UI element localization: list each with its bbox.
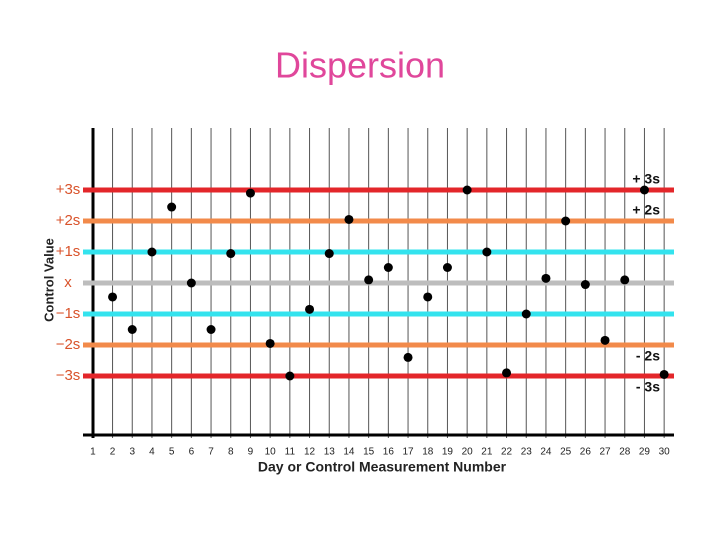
y-tick-label: +3s xyxy=(56,181,81,198)
control-line-label: - 2s xyxy=(636,348,660,364)
y-tick-label: −3s xyxy=(56,367,81,384)
point xyxy=(521,309,531,319)
x-tick-label: 20 xyxy=(462,447,474,458)
x-tick-label: 29 xyxy=(639,447,651,458)
y-tick-label: x xyxy=(64,274,72,291)
x-tick-label: 11 xyxy=(285,447,296,458)
x-tick-label: 9 xyxy=(248,447,254,458)
y-tick-label: +1s xyxy=(56,243,81,260)
x-tick-label: 18 xyxy=(422,447,434,458)
point xyxy=(639,185,649,195)
x-tick-label: 7 xyxy=(208,447,214,458)
control-line-label: - 3s xyxy=(636,379,660,395)
point xyxy=(167,202,177,212)
x-tick-label: 13 xyxy=(324,447,336,458)
x-tick-label: 25 xyxy=(560,447,572,458)
point xyxy=(442,263,452,272)
point xyxy=(108,292,118,302)
x-tick-label: 14 xyxy=(343,447,355,458)
x-tick-label: 23 xyxy=(521,447,533,458)
x-tick-label: 24 xyxy=(540,447,552,458)
point xyxy=(600,335,610,345)
point xyxy=(364,275,374,285)
x-tick-label: 16 xyxy=(383,447,395,458)
point xyxy=(245,188,255,198)
x-tick-label: 27 xyxy=(599,447,611,458)
y-tick-label: −1s xyxy=(56,305,81,322)
point xyxy=(324,249,334,259)
x-tick-label: 6 xyxy=(189,447,195,458)
point xyxy=(561,216,571,226)
point xyxy=(659,369,669,379)
x-tick-label: 28 xyxy=(619,447,631,458)
x-tick-label: 3 xyxy=(129,447,135,458)
y-axis-label: Control Value xyxy=(41,238,56,322)
point xyxy=(423,292,433,302)
point xyxy=(462,185,472,195)
point xyxy=(265,338,275,348)
chart-title: Dispersion xyxy=(275,45,445,86)
x-tick-label: 26 xyxy=(580,447,592,458)
point xyxy=(580,280,590,290)
point xyxy=(344,214,354,224)
point xyxy=(226,249,236,259)
point xyxy=(147,247,157,257)
x-tick-label: 4 xyxy=(149,447,155,458)
y-tick-label: −2s xyxy=(56,336,81,353)
x-tick-label: 30 xyxy=(659,447,671,458)
point xyxy=(502,368,512,378)
point xyxy=(482,247,492,257)
x-tick-label: 21 xyxy=(481,447,493,458)
x-tick-label: 19 xyxy=(442,447,454,458)
x-tick-label: 2 xyxy=(110,447,116,458)
point xyxy=(541,273,551,283)
point xyxy=(403,352,413,362)
point xyxy=(186,278,196,288)
x-tick-label: 17 xyxy=(402,447,414,458)
x-tick-label: 22 xyxy=(501,447,513,458)
point xyxy=(305,304,315,314)
y-tick-label: +2s xyxy=(56,212,81,229)
point xyxy=(383,263,393,272)
point xyxy=(206,325,216,334)
x-tick-label: 10 xyxy=(265,447,277,458)
point xyxy=(127,325,137,334)
point xyxy=(285,371,295,381)
x-axis-label: Day or Control Measurement Number xyxy=(258,459,507,475)
x-tick-label: 1 xyxy=(90,447,96,458)
x-tick-label: 8 xyxy=(228,447,234,458)
control-line-label: + 2s xyxy=(632,202,660,218)
control-line-label: + 3s xyxy=(632,171,660,187)
point xyxy=(620,275,630,285)
x-tick-label: 12 xyxy=(304,447,316,458)
x-tick-label: 15 xyxy=(363,447,375,458)
x-tick-label: 5 xyxy=(169,447,175,458)
